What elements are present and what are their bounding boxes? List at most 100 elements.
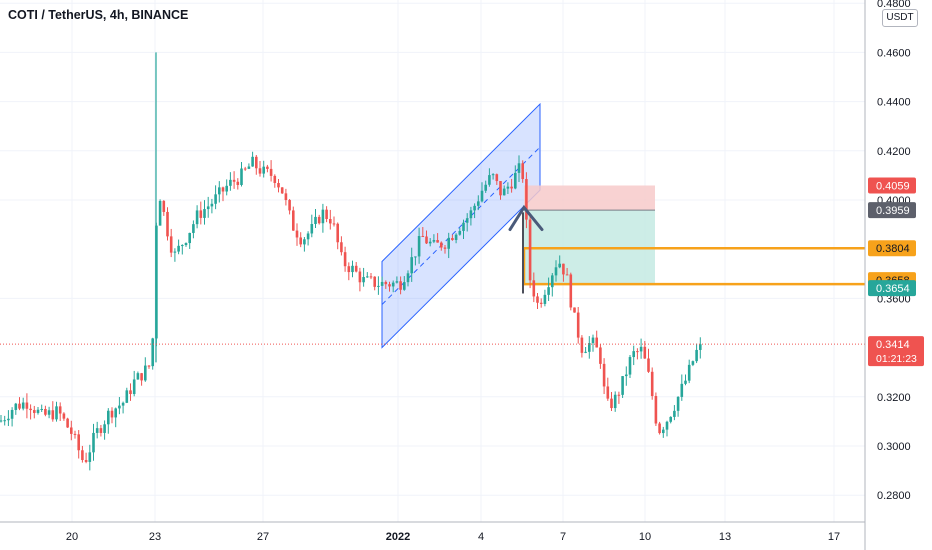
candle [414, 256, 417, 266]
candle [506, 182, 510, 195]
candle [147, 365, 151, 369]
candle [258, 160, 262, 177]
candle-body [684, 380, 687, 384]
candle-body [569, 274, 573, 308]
candle-body [562, 263, 565, 275]
candle-body [643, 346, 647, 359]
time-tick-label: 17 [828, 531, 840, 543]
candle [610, 391, 613, 411]
candle [88, 444, 92, 471]
candle [129, 383, 132, 401]
candle-body [136, 373, 140, 380]
candle-body [40, 408, 43, 410]
candle [77, 430, 80, 459]
candle [92, 423, 95, 461]
candle-body [484, 184, 487, 191]
candle [554, 260, 558, 282]
candle-body [288, 200, 291, 211]
time-tick-label: 27 [257, 531, 269, 543]
candle-body [321, 209, 325, 224]
candle-body [506, 186, 510, 189]
candle-body [33, 410, 36, 413]
candle-body [173, 251, 177, 253]
candles [0, 151, 702, 471]
candle [358, 267, 362, 292]
candle [303, 237, 306, 252]
candle [144, 357, 147, 382]
currency-button[interactable]: USDT [882, 9, 918, 27]
candle [114, 407, 117, 428]
candle-body [210, 203, 214, 207]
candle [514, 165, 517, 190]
candle-body [580, 337, 584, 353]
candle [625, 366, 628, 386]
candle [55, 401, 58, 422]
price-tick-label: 0.4600 [877, 47, 911, 59]
candle-body [680, 383, 684, 397]
candle-body [428, 241, 432, 244]
candle-body [480, 190, 484, 202]
candle-body [251, 156, 254, 167]
candle-body [421, 236, 425, 238]
candle-body [414, 256, 417, 258]
candle [628, 354, 632, 378]
candle [81, 445, 84, 463]
candle-body [317, 216, 321, 224]
candle-body [436, 240, 439, 243]
candle [380, 276, 384, 287]
candle [580, 335, 584, 358]
candle-body [132, 379, 136, 395]
candle [384, 280, 388, 289]
candle-body [617, 394, 621, 396]
candle [273, 174, 277, 188]
candle [443, 244, 447, 254]
candle [462, 219, 465, 239]
candle [436, 233, 439, 243]
candle-body [676, 396, 680, 411]
candle-body [84, 460, 88, 462]
time-tick-label: 20 [66, 531, 78, 543]
candle [177, 239, 180, 255]
candle [51, 401, 55, 422]
candle-body [458, 230, 462, 235]
candle [29, 404, 32, 420]
candle [336, 222, 339, 250]
candle [251, 151, 254, 167]
candle [480, 182, 484, 203]
candle [654, 392, 658, 426]
grid-lines [0, 0, 865, 522]
candle-body [565, 274, 569, 276]
candle-body [399, 281, 402, 290]
price-label: 0.3654 [868, 280, 916, 297]
candle [377, 276, 380, 295]
candle [565, 267, 569, 276]
candle-body [144, 365, 147, 381]
candle [169, 228, 173, 258]
candle-body [332, 223, 336, 225]
candle-body [114, 408, 117, 418]
candle [229, 172, 232, 191]
candle [10, 407, 14, 427]
candle [40, 404, 43, 413]
candle-body [417, 236, 421, 257]
candle [329, 209, 332, 230]
candle-body [225, 185, 228, 192]
price-label-text: 0.3959 [876, 205, 910, 217]
candle-body [21, 402, 25, 409]
candle-body [310, 224, 314, 234]
candle-body [92, 432, 95, 453]
candle-body [169, 236, 173, 253]
price-label: 0.3959 [868, 202, 916, 219]
candle-body [247, 166, 251, 169]
candle [417, 227, 421, 264]
candle-body [532, 280, 536, 297]
candle [680, 374, 684, 401]
candle [499, 181, 502, 200]
symbol-title[interactable]: COTI / TetherUS, 4h, BINANCE [8, 8, 189, 22]
candle [399, 276, 402, 295]
candle-body [451, 238, 454, 241]
candle-body [236, 181, 240, 185]
candle [118, 397, 121, 415]
candle [425, 230, 428, 245]
